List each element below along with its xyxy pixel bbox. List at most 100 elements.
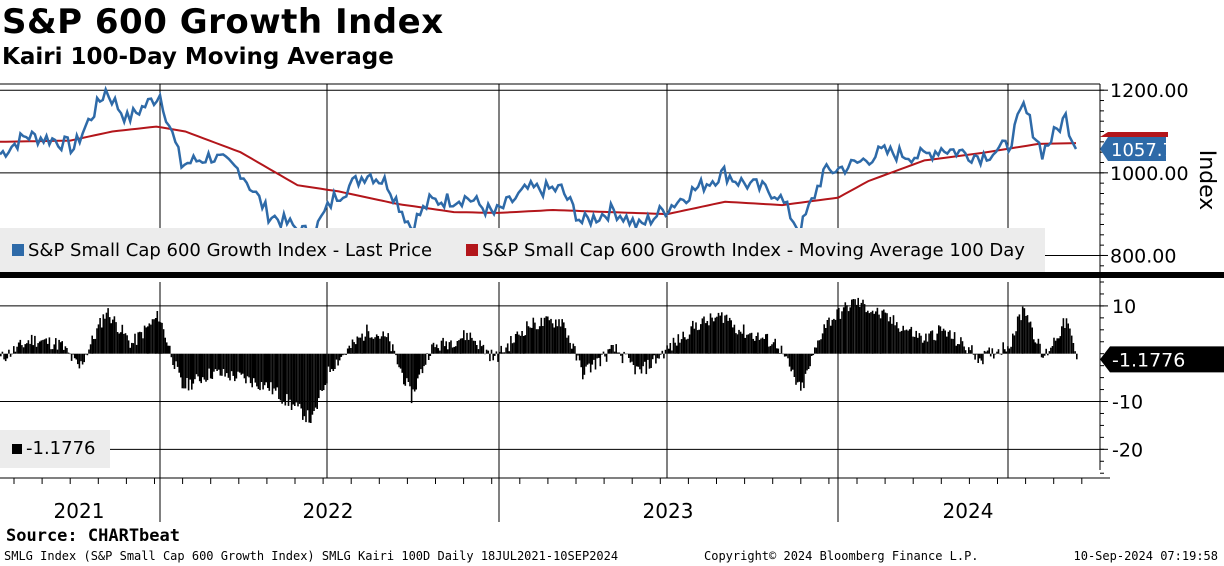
kairi-bar <box>620 353 622 356</box>
kairi-bar <box>305 353 307 423</box>
kairi-bar <box>1074 351 1076 354</box>
legend-price: S&P Small Cap 600 Growth Index - Last Pr… <box>12 240 432 261</box>
kairi-bar <box>186 353 188 378</box>
kairi-bar <box>393 350 396 354</box>
kairi-bar <box>432 342 435 354</box>
kairi-bar <box>274 353 277 391</box>
kairi-bar <box>498 351 501 354</box>
kairi-bar <box>1023 308 1026 354</box>
kairi-bar <box>623 351 625 354</box>
kairi-bar <box>302 353 304 420</box>
kairi-bar <box>865 312 867 354</box>
kairi-bar <box>289 353 291 400</box>
kairi-bar <box>390 351 393 354</box>
legend-ma: S&P Small Cap 600 Growth Index - Moving … <box>466 240 1025 261</box>
kairi-bar <box>961 341 964 354</box>
kairi-bar <box>836 309 838 354</box>
kairi-bar <box>131 342 133 354</box>
kairi-bar <box>451 347 454 354</box>
panel-divider <box>0 272 1224 278</box>
kairi-bar <box>535 329 538 354</box>
kairi-bar <box>403 353 405 385</box>
kairi-bar <box>680 339 683 354</box>
kairi-bar <box>1054 340 1057 354</box>
kairi-bar <box>448 342 451 354</box>
kairi-bar <box>953 332 956 354</box>
kairi-bar <box>577 353 579 356</box>
kairi-bar <box>176 353 179 367</box>
kairi-bar <box>763 339 765 354</box>
kairi-bar <box>40 340 43 354</box>
kairi-bar <box>910 326 913 354</box>
kairi-bar <box>661 350 664 354</box>
kairi-bar <box>733 324 736 354</box>
kairi-bar <box>807 353 810 369</box>
kairi-bar <box>66 348 68 354</box>
kairi-bar <box>262 353 264 390</box>
kairi-bar <box>148 323 151 354</box>
kairi-bar <box>779 353 781 354</box>
kairi-bar <box>153 319 155 354</box>
kairi-bar <box>821 333 824 354</box>
kairi-bar <box>398 353 400 368</box>
kairi-bar <box>29 343 31 354</box>
kairi-bar <box>801 353 804 383</box>
kairi-bar <box>939 326 942 354</box>
kairi-bar <box>926 341 929 354</box>
kairi-bar <box>206 353 209 381</box>
kairi-bar <box>401 353 403 373</box>
kairi-bar <box>897 328 900 354</box>
kairi-bar <box>358 337 360 354</box>
kairi-bar <box>1042 353 1044 358</box>
kairi-bar <box>1016 316 1019 354</box>
kairi-bar <box>350 348 352 354</box>
kairi-bar <box>43 339 46 354</box>
kairi-bar <box>1039 343 1041 354</box>
kairi-bar <box>966 353 968 354</box>
y-axis-title: Index <box>1194 150 1219 211</box>
kairi-bar <box>1029 321 1032 354</box>
kairi-bar <box>51 349 54 354</box>
kairi-bar <box>178 353 180 373</box>
kairi-bar <box>50 349 52 354</box>
kairi-bar <box>818 340 821 354</box>
kairi-bar <box>968 347 970 354</box>
kairi-bar <box>545 316 547 354</box>
kairi-bar <box>505 347 507 354</box>
kairi-bar <box>167 345 170 354</box>
kairi-bar <box>950 338 953 354</box>
kairi-bar <box>637 353 640 367</box>
kairi-bar <box>93 339 95 354</box>
kairi-bar <box>4 353 7 362</box>
kairi-bar <box>753 340 756 354</box>
kairi-bar <box>946 336 948 354</box>
kairi-bar <box>158 321 160 354</box>
kairi-bar <box>875 311 877 354</box>
kairi-bar <box>56 349 59 354</box>
kairi-bar <box>994 353 997 355</box>
kairi-bar <box>719 315 721 354</box>
kairi-bar <box>30 334 33 354</box>
kairi-bar <box>674 342 676 354</box>
kairi-bar <box>194 353 196 380</box>
kairi-bar <box>330 353 333 370</box>
kairi-bar <box>957 344 959 354</box>
kairi-bar <box>124 333 127 354</box>
price-value-tag <box>1100 136 1166 161</box>
kairi-bar <box>246 353 249 377</box>
kairi-bar <box>382 331 384 354</box>
kairi-bar <box>156 311 159 354</box>
kairi-bar <box>792 353 794 370</box>
kairi-bar <box>947 331 950 354</box>
kairi-bar <box>904 330 906 354</box>
kairi-bar <box>453 346 455 354</box>
kairi-bar <box>418 353 421 375</box>
kairi-bar <box>1072 343 1075 354</box>
kairi-bar <box>887 321 890 354</box>
kairi-bar <box>558 319 560 354</box>
kairi-bar <box>758 339 761 354</box>
kairi-bar <box>406 353 408 379</box>
kairi-bar <box>589 353 592 373</box>
kairi-bar <box>1026 315 1029 354</box>
ytick-label-top: 800.00 <box>1110 245 1176 267</box>
